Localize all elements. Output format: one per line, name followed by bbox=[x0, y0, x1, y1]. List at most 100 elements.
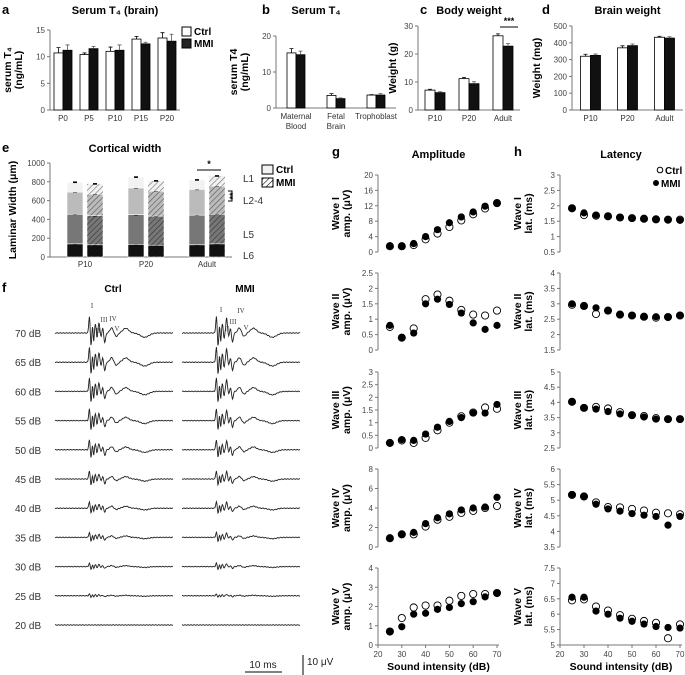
y-axis-label: amp. (μV) bbox=[341, 190, 353, 238]
legend-mmi-label: MMI bbox=[194, 39, 214, 50]
y-tick-label: 0 bbox=[369, 444, 374, 453]
y-tick-label: 4 bbox=[551, 527, 556, 536]
point-mmi bbox=[422, 609, 430, 617]
y-axis-label: Wave II bbox=[330, 294, 342, 330]
significance-marker: *** bbox=[504, 16, 515, 26]
point-mmi bbox=[664, 216, 672, 224]
abr-trace-ctrl bbox=[54, 593, 174, 599]
intensity-label: 35 dB bbox=[15, 533, 41, 544]
point-mmi bbox=[604, 610, 612, 618]
bar-mmi bbox=[434, 92, 446, 111]
point-ctrl bbox=[591, 309, 601, 319]
y-tick-label: 1.5 bbox=[362, 406, 374, 415]
legend-ctrl-label: Ctrl bbox=[665, 166, 682, 177]
bar-ctrl bbox=[424, 89, 436, 111]
y-tick-label: 1 bbox=[551, 233, 556, 242]
bar-ctrl bbox=[617, 47, 628, 111]
y-tick-label: 0.5 bbox=[544, 248, 556, 257]
point-mmi bbox=[616, 410, 624, 418]
point-mmi bbox=[481, 325, 489, 333]
x-tick-label: 20 bbox=[556, 650, 565, 659]
point-mmi bbox=[445, 300, 453, 309]
point-mmi bbox=[481, 503, 489, 511]
point-mmi bbox=[469, 319, 477, 327]
legend-mmi-swatch bbox=[181, 38, 192, 49]
y-tick-label: 20 bbox=[262, 32, 271, 41]
wave-label: III bbox=[101, 316, 109, 324]
y-axis-label: amp. (μV) bbox=[341, 583, 353, 631]
y-axis-label: lat. (ms) bbox=[523, 488, 535, 528]
y-tick-label: 4 bbox=[369, 564, 374, 573]
bar-mmi bbox=[335, 98, 346, 109]
point-mmi bbox=[640, 511, 648, 519]
intensity-label: 25 dB bbox=[15, 592, 41, 603]
bar-ctrl bbox=[53, 52, 64, 111]
y-tick-label: 100 bbox=[554, 89, 568, 98]
point-mmi bbox=[469, 598, 477, 606]
y-axis-label: (ng/mL) bbox=[13, 51, 25, 90]
point-ctrl bbox=[409, 603, 418, 612]
panel-f-abr-traces: Ctrl MMI 70 dB 65 dB 60 dB 55 dB 50 dB 45 dB 40 … bbox=[15, 284, 334, 675]
x-tick-label: 30 bbox=[397, 650, 406, 659]
y-tick-label: 10 bbox=[262, 68, 271, 77]
point-mmi bbox=[676, 512, 684, 521]
abr-trace-ctrl bbox=[54, 470, 174, 486]
y-axis-label: lat. (ms) bbox=[523, 390, 535, 430]
point-mmi bbox=[493, 321, 501, 329]
error-bar bbox=[56, 47, 61, 53]
point-mmi bbox=[652, 622, 660, 631]
y-tick-label: 20 bbox=[404, 50, 413, 59]
wave-label: I bbox=[220, 306, 223, 314]
y-tick-label: 200 bbox=[554, 72, 568, 81]
x-tick-label: 50 bbox=[628, 650, 637, 659]
point-mmi bbox=[640, 620, 648, 628]
x-tick-label: P0 bbox=[58, 114, 68, 123]
intensity-label: 30 dB bbox=[15, 563, 41, 574]
y-tick-label: 2 bbox=[551, 331, 556, 340]
error-bar bbox=[169, 33, 174, 42]
y-tick-label: 2 bbox=[551, 202, 556, 211]
y-tick-label: 5.5 bbox=[544, 481, 556, 490]
y-tick-label: 4 bbox=[369, 504, 374, 513]
y-tick-label: 400 bbox=[554, 39, 568, 48]
y-tick-label: 8 bbox=[369, 217, 374, 226]
x-tick-label: Brain bbox=[327, 122, 346, 131]
point-mmi bbox=[398, 530, 406, 538]
point-mmi bbox=[457, 600, 465, 608]
layer-label: L5 bbox=[243, 230, 255, 241]
error-bar bbox=[378, 93, 383, 96]
bar-mmi bbox=[88, 48, 99, 111]
panel-b-bar-chart: Serum T₄ 0 10 20 serum T4 (ng/mL) MaternalBloo… bbox=[228, 5, 398, 131]
error-bar bbox=[298, 50, 303, 55]
x-tick-label: 30 bbox=[580, 650, 589, 659]
y-axis-label: Wave III bbox=[512, 391, 524, 430]
abr-trace-ctrl bbox=[54, 562, 174, 571]
x-tick-label: P10 bbox=[428, 114, 443, 123]
y-tick-label: 4 bbox=[551, 269, 556, 278]
point-mmi bbox=[640, 215, 648, 223]
y-axis-label: Wave I bbox=[512, 197, 524, 230]
intensity-label: 60 dB bbox=[15, 387, 41, 398]
y-tick-label: 500 bbox=[554, 22, 568, 31]
significance-marker: * bbox=[207, 159, 211, 169]
y-tick-label: 1.5 bbox=[362, 300, 374, 309]
error-bar bbox=[143, 41, 148, 44]
point-mmi bbox=[628, 214, 636, 222]
error-bar bbox=[91, 46, 96, 49]
bar-mmi bbox=[664, 37, 675, 111]
error-bar bbox=[108, 46, 113, 52]
y-tick-label: 8 bbox=[369, 465, 374, 474]
bar-mmi bbox=[166, 40, 177, 111]
panel-a-bar-chart: Serum T₄ (brain) 0 5 10 15 serum T₄ (ng/mL) P0 P… bbox=[2, 5, 214, 123]
y-tick-label: 2.5 bbox=[362, 381, 374, 390]
y-axis-label: Wave V bbox=[330, 588, 342, 625]
error-bar bbox=[117, 44, 122, 51]
bar-mmi bbox=[627, 45, 638, 111]
abr-trace-mmi bbox=[181, 561, 301, 571]
y-tick-label: 3.5 bbox=[544, 284, 556, 293]
point-mmi bbox=[469, 208, 477, 216]
x-tick-label: Adult bbox=[198, 260, 217, 269]
error-bar bbox=[82, 52, 87, 55]
bar-ctrl bbox=[79, 54, 90, 111]
